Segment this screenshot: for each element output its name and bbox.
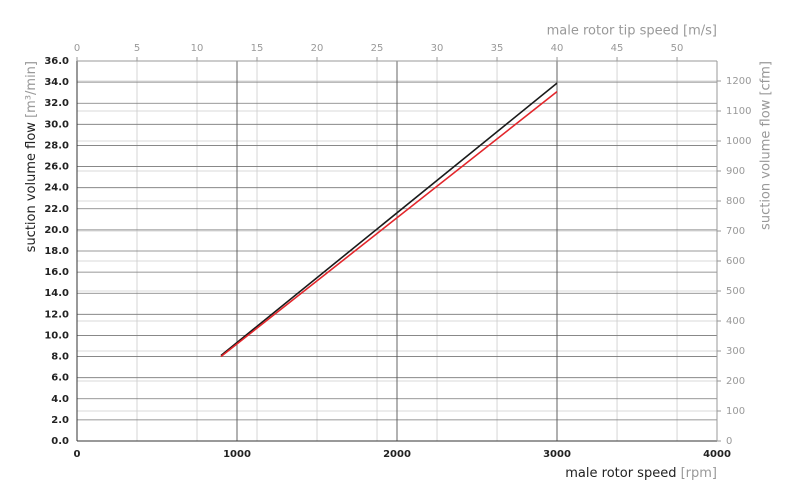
x2-tick-label: 45 [611,43,624,54]
x-label-main: male rotor speed [565,466,676,481]
y-tick-label: 16.0 [44,267,69,278]
y-tick-label: 36.0 [44,56,69,67]
x-tick-label: 4000 [703,449,731,460]
x2-tick-label: 10 [191,43,204,54]
y-tick-label: 28.0 [44,140,69,151]
y2-tick-label: 400 [726,316,745,327]
x-tick-label: 3000 [543,449,571,460]
y-tick-label: 22.0 [44,204,69,215]
x2-tick-label: 40 [551,43,564,54]
y-tick-label: 14.0 [44,288,69,299]
x2-tick-label: 5 [134,43,140,54]
x-label-unit: [rpm] [681,466,717,481]
y-tick-label: 24.0 [44,183,69,194]
data-line [220,90,558,358]
y-axis-label: suction volume flow [m³/min] [24,61,39,252]
y-tick-label: 18.0 [44,246,69,257]
data-line [220,82,558,357]
y-tick-label: 26.0 [44,162,69,173]
y2-tick-label: 0 [726,436,732,447]
y-tick-label: 0.0 [51,436,69,447]
y-tick-label: 10.0 [44,330,69,341]
y2-tick-label: 1200 [726,76,751,87]
y-tick-label: 20.0 [44,225,69,236]
x2-tick-label: 15 [251,43,264,54]
y-tick-label: 30.0 [44,119,69,130]
y-tick-label: 34.0 [44,77,69,88]
x2-tick-label: 50 [671,43,684,54]
x2-tick-label: 30 [431,43,444,54]
y-tick-label: 12.0 [44,309,69,320]
y-label-unit: [m³/min] [24,61,39,118]
y2-tick-label: 900 [726,166,745,177]
y2-tick-label: 800 [726,196,745,207]
y2-tick-label: 1100 [726,106,751,117]
y2-axis-label: suction volume flow [cfm] [759,61,774,230]
y2-tick-label: 700 [726,226,745,237]
x-tick-label: 1000 [223,449,251,460]
x2-tick-label: 25 [371,43,384,54]
y2-tick-label: 1000 [726,136,751,147]
x2-tick-label: 35 [491,43,504,54]
x2-axis-label: male rotor tip speed [m/s] [547,24,717,39]
x-axis-label: male rotor speed [rpm] [565,466,717,481]
x2-tick-label: 0 [74,43,80,54]
y2-tick-label: 200 [726,376,745,387]
x-tick-label: 2000 [383,449,411,460]
y2-tick-label: 500 [726,286,745,297]
y-tick-label: 2.0 [51,415,69,426]
y-tick-label: 4.0 [51,394,69,405]
y2-tick-label: 100 [726,406,745,417]
y2-tick-label: 300 [726,346,745,357]
x-tick-label: 0 [74,449,81,460]
y-label-main: suction volume flow [24,122,39,253]
y2-tick-label: 600 [726,256,745,267]
y-tick-label: 32.0 [44,98,69,109]
x2-tick-label: 20 [311,43,324,54]
y-tick-label: 6.0 [51,373,69,384]
y-tick-label: 8.0 [51,352,69,363]
